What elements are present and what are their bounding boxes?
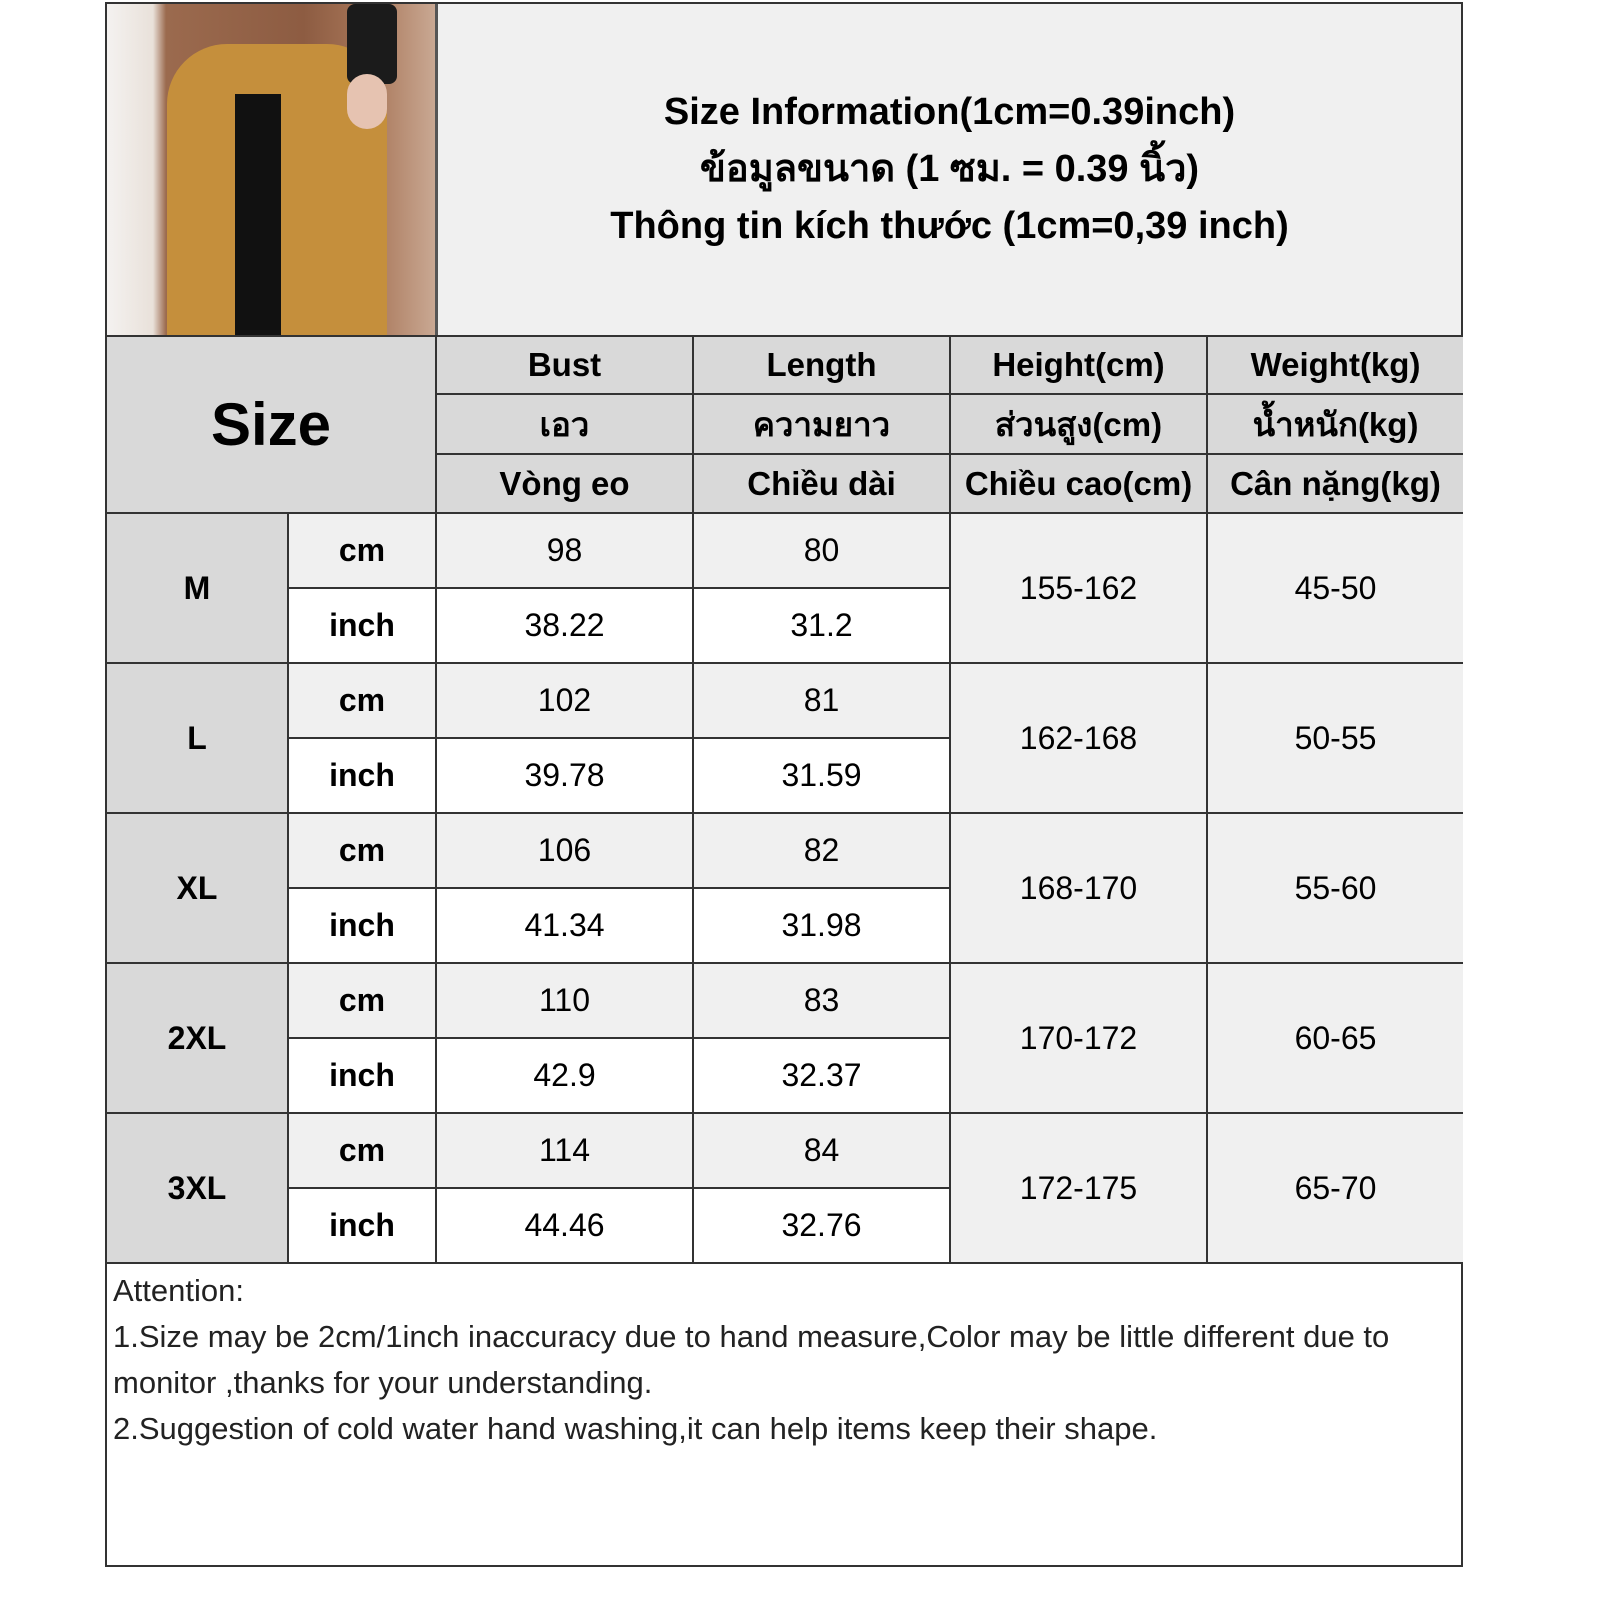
title-thai: ข้อมูลขนาด (1 ซม. = 0.39 นิ้ว) bbox=[699, 148, 1200, 190]
bust-inch-value: 44.46 bbox=[437, 1189, 694, 1264]
size-label: M bbox=[107, 514, 289, 664]
unit-inch: inch bbox=[289, 1189, 437, 1264]
column-header: ความยาว bbox=[694, 395, 951, 455]
note-2: 2.Suggestion of cold water hand washing,… bbox=[113, 1411, 1158, 1446]
size-label: 2XL bbox=[107, 964, 289, 1114]
length-cm-value: 83 bbox=[694, 964, 951, 1039]
bust-inch-value: 39.78 bbox=[437, 739, 694, 814]
weight-range: 45-50 bbox=[1208, 514, 1463, 664]
length-inch-value: 31.2 bbox=[694, 589, 951, 664]
size-label: XL bbox=[107, 814, 289, 964]
attention-notes: Attention: 1.Size may be 2cm/1inch inacc… bbox=[107, 1264, 1461, 1565]
unit-inch: inch bbox=[289, 889, 437, 964]
size-header: Size bbox=[107, 335, 437, 514]
height-range: 170-172 bbox=[951, 964, 1208, 1114]
weight-range: 55-60 bbox=[1208, 814, 1463, 964]
length-cm-value: 80 bbox=[694, 514, 951, 589]
length-inch-value: 31.98 bbox=[694, 889, 951, 964]
height-range: 168-170 bbox=[951, 814, 1208, 964]
unit-cm: cm bbox=[289, 514, 437, 589]
bust-cm-value: 102 bbox=[437, 664, 694, 739]
bust-inch-value: 38.22 bbox=[437, 589, 694, 664]
unit-cm: cm bbox=[289, 1114, 437, 1189]
column-header: Chiều cao(cm) bbox=[951, 455, 1208, 514]
unit-inch: inch bbox=[289, 739, 437, 814]
unit-cm: cm bbox=[289, 664, 437, 739]
height-range: 162-168 bbox=[951, 664, 1208, 814]
column-header: ส่วนสูง(cm) bbox=[951, 395, 1208, 455]
length-inch-value: 32.76 bbox=[694, 1189, 951, 1264]
length-cm-value: 84 bbox=[694, 1114, 951, 1189]
camera-shape bbox=[347, 4, 397, 84]
column-header: น้ำหนัก(kg) bbox=[1208, 395, 1463, 455]
bust-cm-value: 110 bbox=[437, 964, 694, 1039]
column-header: Bust bbox=[437, 335, 694, 395]
title-vietnamese: Thông tin kích thước (1cm=0,39 inch) bbox=[610, 205, 1289, 247]
height-range: 155-162 bbox=[951, 514, 1208, 664]
column-header: Length bbox=[694, 335, 951, 395]
size-information-title: Size Information(1cm=0.39inch) ข้อมูลขนา… bbox=[438, 4, 1461, 335]
weight-range: 65-70 bbox=[1208, 1114, 1463, 1264]
column-header: Chiều dài bbox=[694, 455, 951, 514]
product-photo-coat bbox=[107, 4, 438, 335]
column-header: เอว bbox=[437, 395, 694, 455]
unit-cm: cm bbox=[289, 814, 437, 889]
unit-inch: inch bbox=[289, 589, 437, 664]
bust-cm-value: 114 bbox=[437, 1114, 694, 1189]
column-header: Cân nặng(kg) bbox=[1208, 455, 1463, 514]
hand-shape bbox=[347, 74, 387, 129]
size-label: L bbox=[107, 664, 289, 814]
column-header: Weight(kg) bbox=[1208, 335, 1463, 395]
size-label: 3XL bbox=[107, 1114, 289, 1264]
bust-inch-value: 42.9 bbox=[437, 1039, 694, 1114]
bust-cm-value: 106 bbox=[437, 814, 694, 889]
note-1: 1.Size may be 2cm/1inch inaccuracy due t… bbox=[113, 1319, 1390, 1400]
column-header: Height(cm) bbox=[951, 335, 1208, 395]
bust-cm-value: 98 bbox=[437, 514, 694, 589]
length-cm-value: 82 bbox=[694, 814, 951, 889]
inner-top-shape bbox=[235, 94, 281, 335]
unit-inch: inch bbox=[289, 1039, 437, 1114]
unit-cm: cm bbox=[289, 964, 437, 1039]
notes-heading: Attention: bbox=[113, 1273, 244, 1308]
length-inch-value: 32.37 bbox=[694, 1039, 951, 1114]
weight-range: 60-65 bbox=[1208, 964, 1463, 1114]
title-english: Size Information(1cm=0.39inch) bbox=[663, 91, 1236, 133]
bust-inch-value: 41.34 bbox=[437, 889, 694, 964]
size-chart: Size Information(1cm=0.39inch) ข้อมูลขนา… bbox=[105, 2, 1463, 1567]
column-header: Vòng eo bbox=[437, 455, 694, 514]
length-cm-value: 81 bbox=[694, 664, 951, 739]
length-inch-value: 31.59 bbox=[694, 739, 951, 814]
weight-range: 50-55 bbox=[1208, 664, 1463, 814]
height-range: 172-175 bbox=[951, 1114, 1208, 1264]
